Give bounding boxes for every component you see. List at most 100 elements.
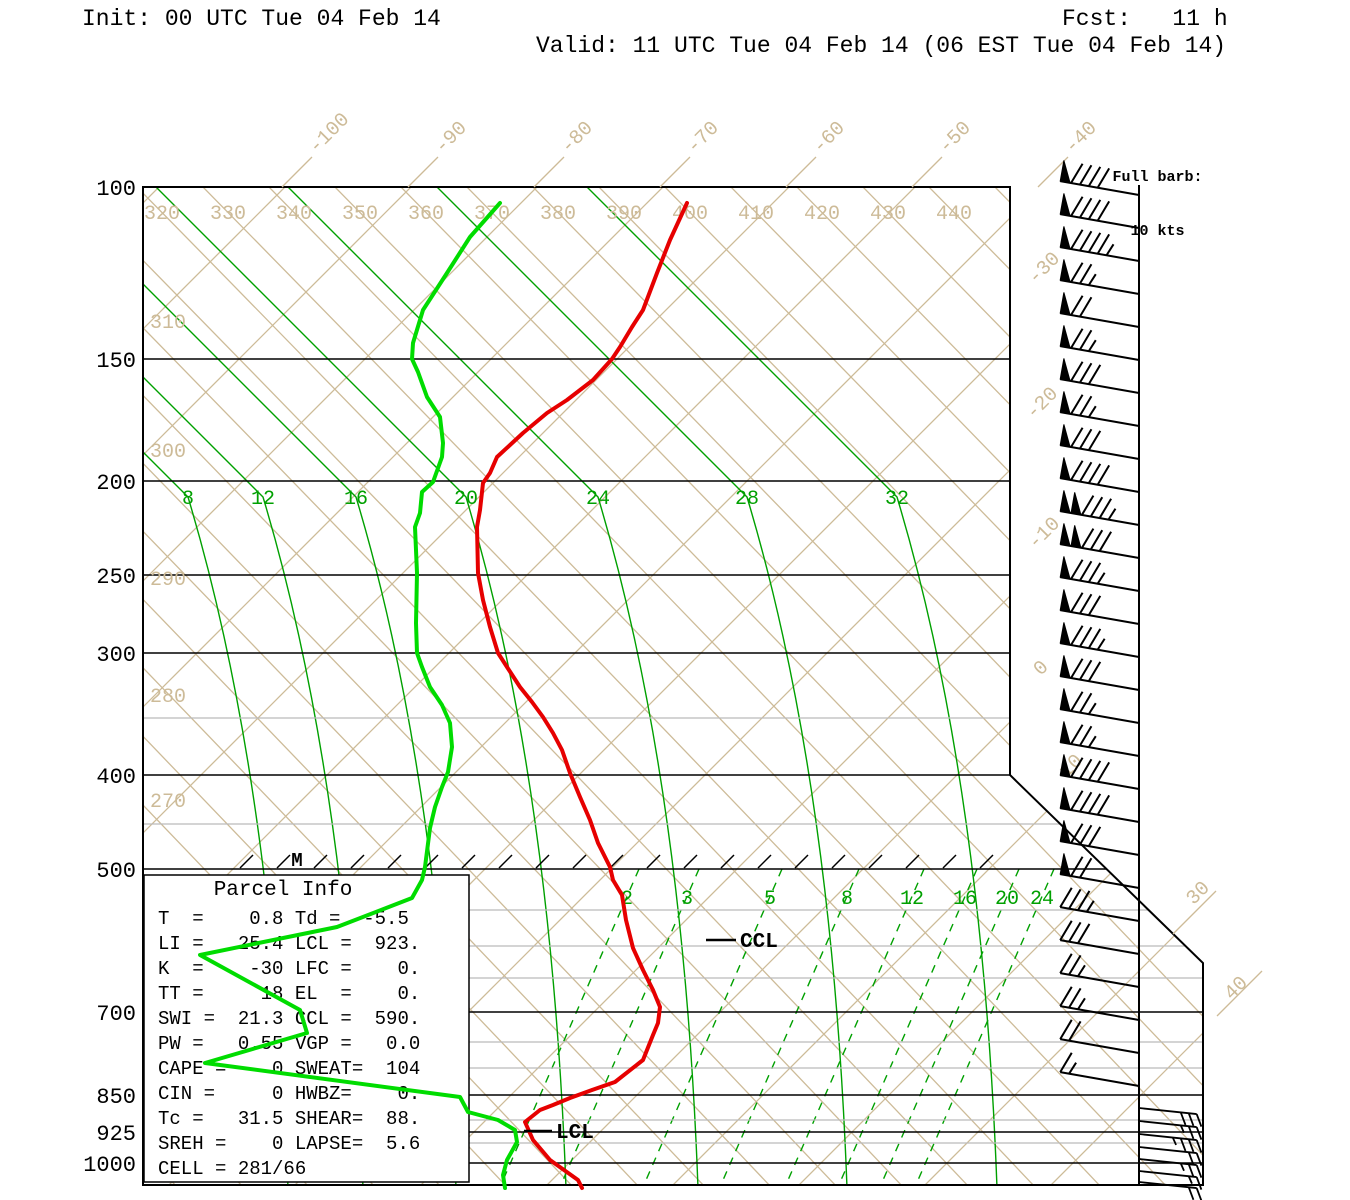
svg-text:-80: -80 — [557, 117, 599, 159]
wind-barb — [1059, 887, 1140, 922]
wind-barb — [1059, 986, 1140, 1021]
ccl-marker: CCL — [740, 931, 778, 954]
svg-text:200: 200 — [96, 471, 136, 496]
moist-adiabat-labels: 8 12 16 20 24 28 32 — [182, 488, 909, 511]
svg-text:0: 0 — [1029, 656, 1054, 681]
parcel-info-row: K = -30 LFC = 0. — [158, 958, 420, 980]
parcel-info-row: Tc = 31.5 SHEAR= 88. — [158, 1108, 420, 1130]
wind-barb — [1059, 292, 1140, 328]
svg-text:330: 330 — [210, 203, 246, 226]
svg-text:24: 24 — [586, 488, 610, 511]
svg-text:380: 380 — [540, 203, 576, 226]
svg-text:1000: 1000 — [83, 1153, 136, 1178]
wind-barb — [1059, 920, 1140, 955]
svg-text:320: 320 — [144, 203, 180, 226]
svg-text:700: 700 — [96, 1002, 136, 1027]
svg-text:400: 400 — [96, 765, 136, 790]
svg-text:390: 390 — [606, 203, 642, 226]
wind-barb — [1138, 1170, 1203, 1190]
svg-text:16: 16 — [344, 488, 368, 511]
svg-text:500: 500 — [96, 859, 136, 884]
wind-barb — [1059, 820, 1140, 856]
svg-text:340: 340 — [276, 203, 312, 226]
svg-text:28: 28 — [735, 488, 759, 511]
svg-text:360: 360 — [408, 203, 444, 226]
svg-text:300: 300 — [150, 441, 186, 464]
svg-text:290: 290 — [150, 569, 186, 592]
svg-text:20: 20 — [995, 888, 1019, 911]
svg-text:440: 440 — [936, 203, 972, 226]
svg-text:350: 350 — [342, 203, 378, 226]
svg-text:5: 5 — [764, 888, 776, 911]
temp-labels-top: -100 -90 -80 -70 -60 -50 -40 — [281, 109, 1103, 188]
svg-text:-40: -40 — [1061, 117, 1103, 159]
wind-barb — [1059, 160, 1140, 196]
init-time-label: Init: 00 UTC Tue 04 Feb 14 — [82, 6, 441, 32]
svg-text:-90: -90 — [431, 117, 473, 159]
level-markers: M CCL LCL — [291, 850, 778, 1145]
parcel-info-row: TT = 18 EL = 0. — [158, 983, 420, 1005]
wind-barb — [1138, 1181, 1203, 1200]
wind-barb — [1059, 325, 1140, 361]
svg-text:250: 250 — [96, 565, 136, 590]
svg-text:-30: -30 — [1024, 248, 1066, 290]
wind-barb — [1059, 523, 1140, 559]
svg-text:8: 8 — [841, 888, 853, 911]
svg-text:270: 270 — [150, 791, 186, 814]
svg-text:24: 24 — [1030, 888, 1054, 911]
wind-barb-column — [1059, 160, 1203, 1200]
wind-barb — [1138, 1146, 1203, 1166]
temperature-trace — [475, 201, 689, 1190]
wind-barb — [1059, 457, 1140, 493]
parcel-info-row: T = 0.8 Td = -5.5 — [158, 908, 409, 930]
wind-barb — [1059, 391, 1140, 427]
wind-barb — [1059, 193, 1140, 229]
svg-text:430: 430 — [870, 203, 906, 226]
svg-text:925: 925 — [96, 1122, 136, 1147]
wind-barb — [1059, 259, 1140, 295]
wind-barb — [1059, 754, 1140, 790]
parcel-info-row: CELL = 281/66 — [158, 1158, 306, 1180]
forecast-hour-label: Fcst: 11 h — [1062, 6, 1228, 32]
svg-text:-50: -50 — [935, 117, 977, 159]
wind-barb — [1059, 589, 1140, 625]
wind-barb — [1059, 1019, 1140, 1054]
dewpoint-trace — [198, 201, 519, 1190]
svg-text:300: 300 — [96, 643, 136, 668]
svg-text:12: 12 — [251, 488, 275, 511]
svg-text:16: 16 — [953, 888, 977, 911]
parcel-info-row: SWI = 21.3 CCL = 590. — [158, 1008, 420, 1030]
wind-barb — [1059, 688, 1140, 724]
wind-barb — [1059, 721, 1140, 757]
svg-text:-70: -70 — [683, 117, 725, 159]
parcel-info-title: Parcel Info — [214, 879, 353, 902]
wind-barb — [1059, 490, 1140, 526]
theta-labels-top: 320 330 340 350 360 370 380 390 400 410 420 430 440 — [144, 203, 972, 226]
wind-barb — [1059, 655, 1140, 691]
plot-border — [142, 186, 1204, 1186]
wind-barb — [1059, 1052, 1140, 1087]
svg-text:3: 3 — [681, 888, 693, 911]
parcel-info-row: PW = 0.55 VGP = 0.0 — [158, 1033, 420, 1055]
svg-text:410: 410 — [738, 203, 774, 226]
svg-text:32: 32 — [885, 488, 909, 511]
wind-barb — [1059, 424, 1140, 460]
wind-barb — [1138, 1133, 1203, 1153]
svg-text:280: 280 — [150, 686, 186, 709]
wind-barb-legend-line1: Full barb: — [1112, 169, 1203, 186]
svg-text:310: 310 — [150, 312, 186, 335]
theta-labels-left: 310 300 290 280 270 — [150, 312, 186, 814]
svg-text:12: 12 — [900, 888, 924, 911]
svg-text:40: 40 — [1220, 972, 1253, 1005]
wind-barb — [1138, 1158, 1203, 1178]
parcel-info-row: CIN = 0 HWBZ= 0. — [158, 1083, 420, 1105]
mixing-level-marker: M — [291, 850, 302, 872]
svg-text:20: 20 — [454, 488, 478, 511]
svg-text:8: 8 — [182, 488, 194, 511]
svg-text:100: 100 — [96, 177, 136, 202]
wind-barb — [1059, 853, 1140, 889]
